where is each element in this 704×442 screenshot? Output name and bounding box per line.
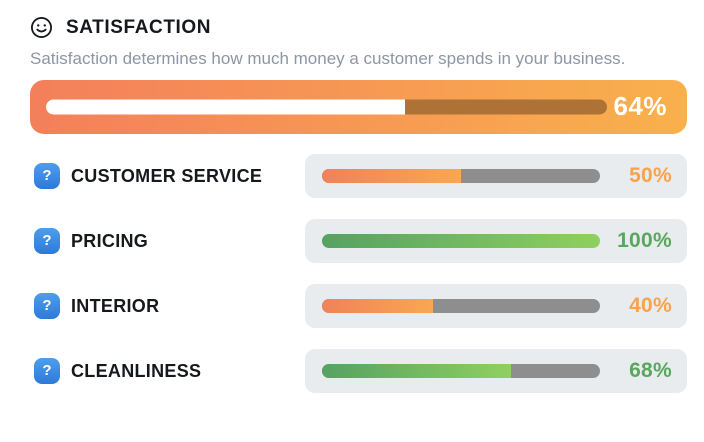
- metric-percent-label: 100%: [617, 229, 672, 252]
- question-mark-glyph: ?: [42, 297, 52, 314]
- metric-row-customer-service: ? CUSTOMER SERVICE 50%: [30, 154, 687, 198]
- panel-header: SATISFACTION: [30, 16, 687, 39]
- metric-percent-label: 50%: [629, 164, 672, 187]
- overall-satisfaction-bar: 64%: [30, 80, 687, 134]
- metric-progress-fill: [322, 234, 600, 248]
- question-mark-glyph: ?: [42, 232, 52, 249]
- metric-label-group: ? CUSTOMER SERVICE: [34, 163, 305, 189]
- metric-label-group: ? INTERIOR: [34, 293, 305, 319]
- metric-progress-fill: [322, 169, 461, 183]
- help-icon[interactable]: ?: [34, 358, 60, 384]
- smiley-face-icon: [30, 16, 53, 39]
- help-icon[interactable]: ?: [34, 228, 60, 254]
- metric-label-group: ? CLEANLINESS: [34, 358, 305, 384]
- metric-percent-label: 40%: [629, 294, 672, 317]
- metric-panel: 68%: [305, 349, 687, 393]
- metric-label-group: ? PRICING: [34, 228, 305, 254]
- metric-label: PRICING: [71, 230, 149, 251]
- metric-progress-fill: [322, 299, 434, 313]
- metric-row-pricing: ? PRICING 100%: [30, 219, 687, 263]
- question-mark-glyph: ?: [42, 167, 52, 184]
- metric-rows: ? CUSTOMER SERVICE 50% ? PRICING 100%: [30, 154, 687, 393]
- help-icon[interactable]: ?: [34, 293, 60, 319]
- metric-panel: 50%: [305, 154, 687, 198]
- metric-label: CUSTOMER SERVICE: [71, 165, 263, 186]
- metric-panel: 100%: [305, 219, 687, 263]
- metric-progress-track: [322, 299, 600, 313]
- overall-percent-label: 64%: [613, 90, 667, 121]
- metric-panel: 40%: [305, 284, 687, 328]
- metric-progress-track: [322, 234, 600, 248]
- help-icon[interactable]: ?: [34, 163, 60, 189]
- question-mark-glyph: ?: [42, 362, 52, 379]
- metric-progress-track: [322, 364, 600, 378]
- panel-title: SATISFACTION: [66, 16, 212, 38]
- panel-description: Satisfaction determines how much money a…: [30, 49, 626, 68]
- metric-progress-track: [322, 169, 600, 183]
- metric-progress-fill: [322, 364, 512, 378]
- overall-progress-track: [46, 99, 607, 115]
- metric-label: CLEANLINESS: [71, 360, 202, 381]
- metric-label: INTERIOR: [71, 295, 160, 316]
- metric-row-interior: ? INTERIOR 40%: [30, 284, 687, 328]
- metric-percent-label: 68%: [629, 359, 672, 382]
- metric-row-cleanliness: ? CLEANLINESS 68%: [30, 349, 687, 393]
- satisfaction-panel: SATISFACTION Satisfaction determines how…: [30, 16, 687, 393]
- overall-progress-fill: [46, 99, 406, 115]
